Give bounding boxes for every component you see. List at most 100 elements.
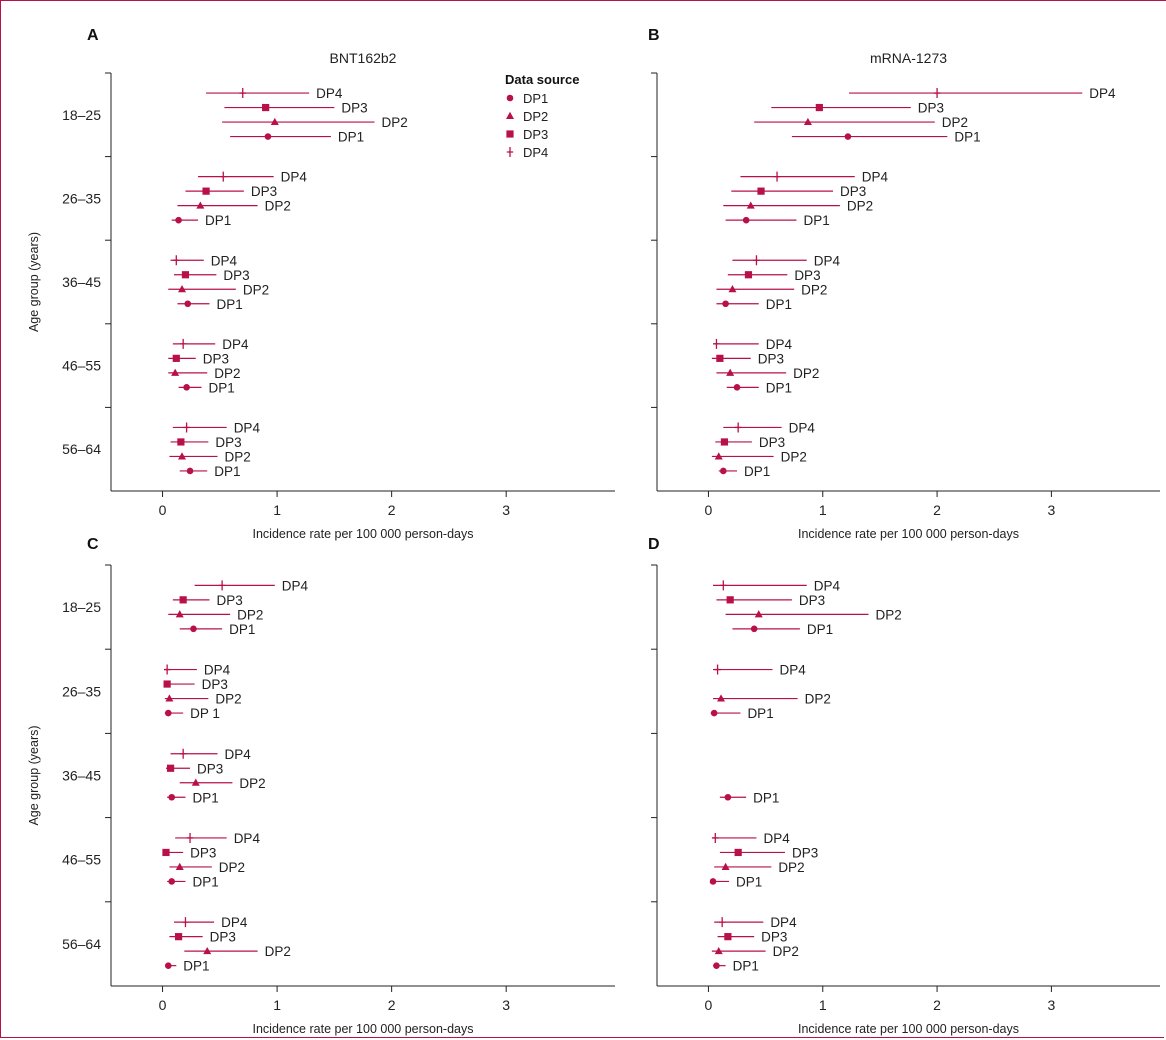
point-marker xyxy=(202,187,210,195)
ci-label: DP4 xyxy=(204,663,231,678)
ci-label: DP2 xyxy=(239,776,265,791)
point-marker xyxy=(753,255,760,266)
ci-label: DP2 xyxy=(265,944,291,959)
ci-label: DP4 xyxy=(862,170,889,185)
point-marker xyxy=(168,878,176,885)
ci-label: DP1 xyxy=(766,380,792,395)
ci-label: DP2 xyxy=(778,860,804,875)
ci-label: DP4 xyxy=(779,663,806,678)
point-marker xyxy=(734,848,742,857)
x-axis-title: Incidence rate per 100 000 person-days xyxy=(253,1022,474,1036)
ci-label: DP2 xyxy=(801,282,827,297)
point-marker xyxy=(744,271,753,279)
x-tick-label: 1 xyxy=(273,502,281,518)
point-marker xyxy=(178,452,187,460)
x-tick-label: 1 xyxy=(819,502,827,518)
point-marker xyxy=(720,467,727,475)
point-marker xyxy=(722,300,729,308)
legend-title: Data source xyxy=(505,72,579,87)
ci-label: DP2 xyxy=(781,449,807,464)
ci-label: DP4 xyxy=(770,915,797,930)
ci-label: DP1 xyxy=(747,706,773,721)
ci-label: DP3 xyxy=(215,435,241,450)
ci-label: DP3 xyxy=(203,351,229,366)
ci-label: DP3 xyxy=(190,845,216,860)
point-marker xyxy=(750,625,758,633)
legend-label: DP2 xyxy=(523,109,548,124)
point-marker xyxy=(734,422,742,433)
point-marker xyxy=(186,467,194,475)
point-marker xyxy=(754,610,763,618)
y-tick-label: 46–55 xyxy=(62,852,101,868)
legend-marker xyxy=(506,147,514,157)
x-tick-label: 2 xyxy=(388,997,396,1013)
x-tick-label: 0 xyxy=(705,502,713,518)
ci-label: DP3 xyxy=(759,435,785,450)
x-tick-label: 3 xyxy=(502,997,510,1013)
x-tick-label: 3 xyxy=(1047,502,1055,518)
point-marker xyxy=(270,117,279,126)
x-tick-label: 2 xyxy=(933,502,941,518)
ci-label: DP1 xyxy=(205,213,231,228)
x-tick-label: 3 xyxy=(502,502,510,518)
ci-label: DP4 xyxy=(281,170,308,185)
ci-label: DP4 xyxy=(225,747,252,762)
x-tick-label: 2 xyxy=(388,502,396,518)
point-marker xyxy=(815,103,823,112)
point-marker xyxy=(177,438,185,446)
point-marker xyxy=(714,946,723,955)
point-marker xyxy=(713,338,720,349)
point-marker xyxy=(757,187,765,195)
ci-label: DP4 xyxy=(766,337,793,352)
ci-label: DP2 xyxy=(215,692,241,707)
ci-label: DP3 xyxy=(197,761,223,776)
x-tick-label: 1 xyxy=(819,997,827,1013)
point-marker xyxy=(718,917,726,928)
ci-label: DP2 xyxy=(847,199,873,214)
ci-label: DP1 xyxy=(229,622,255,637)
ci-label: DP1 xyxy=(733,959,759,974)
point-marker xyxy=(183,422,190,433)
y-axis-title: Age group (years) xyxy=(27,725,41,825)
point-marker xyxy=(726,596,734,604)
ci-label: DP2 xyxy=(214,366,240,381)
panel-letter: D xyxy=(648,536,660,553)
point-marker xyxy=(173,255,180,266)
point-marker xyxy=(742,216,750,224)
y-tick-label: 56–64 xyxy=(62,441,101,457)
ci-label: DP4 xyxy=(211,253,238,268)
legend-label: DP1 xyxy=(523,91,548,106)
point-marker xyxy=(203,946,212,955)
point-marker xyxy=(218,580,226,591)
ci-label: DP4 xyxy=(282,578,309,593)
ci-label: DP2 xyxy=(875,607,901,622)
point-marker xyxy=(175,610,184,618)
ci-label: DP1 xyxy=(753,790,779,805)
point-marker xyxy=(175,216,182,224)
ci-label: DP1 xyxy=(217,297,243,312)
ci-label: DP4 xyxy=(221,915,248,930)
ci-label: DP1 xyxy=(736,874,762,889)
legend-marker xyxy=(506,94,514,102)
ci-label: DP1 xyxy=(803,213,829,228)
x-tick-label: 0 xyxy=(705,997,713,1013)
point-marker xyxy=(713,962,720,969)
y-tick-label: 56–64 xyxy=(62,936,101,952)
point-marker xyxy=(933,88,941,99)
point-marker xyxy=(714,452,723,460)
ci-label: DP3 xyxy=(202,677,228,692)
ci-label: DP1 xyxy=(192,790,218,805)
point-marker xyxy=(239,88,246,99)
point-marker xyxy=(746,201,755,209)
ci-label: DP3 xyxy=(210,930,236,945)
point-marker xyxy=(262,103,270,112)
point-marker xyxy=(178,285,187,293)
ci-label: DP3 xyxy=(761,930,787,945)
point-marker xyxy=(720,438,729,446)
x-axis-title: Incidence rate per 100 000 person-days xyxy=(253,527,474,541)
point-marker xyxy=(164,962,172,969)
point-marker xyxy=(716,354,724,362)
ci-label: DP2 xyxy=(225,449,251,464)
point-marker xyxy=(181,271,190,279)
